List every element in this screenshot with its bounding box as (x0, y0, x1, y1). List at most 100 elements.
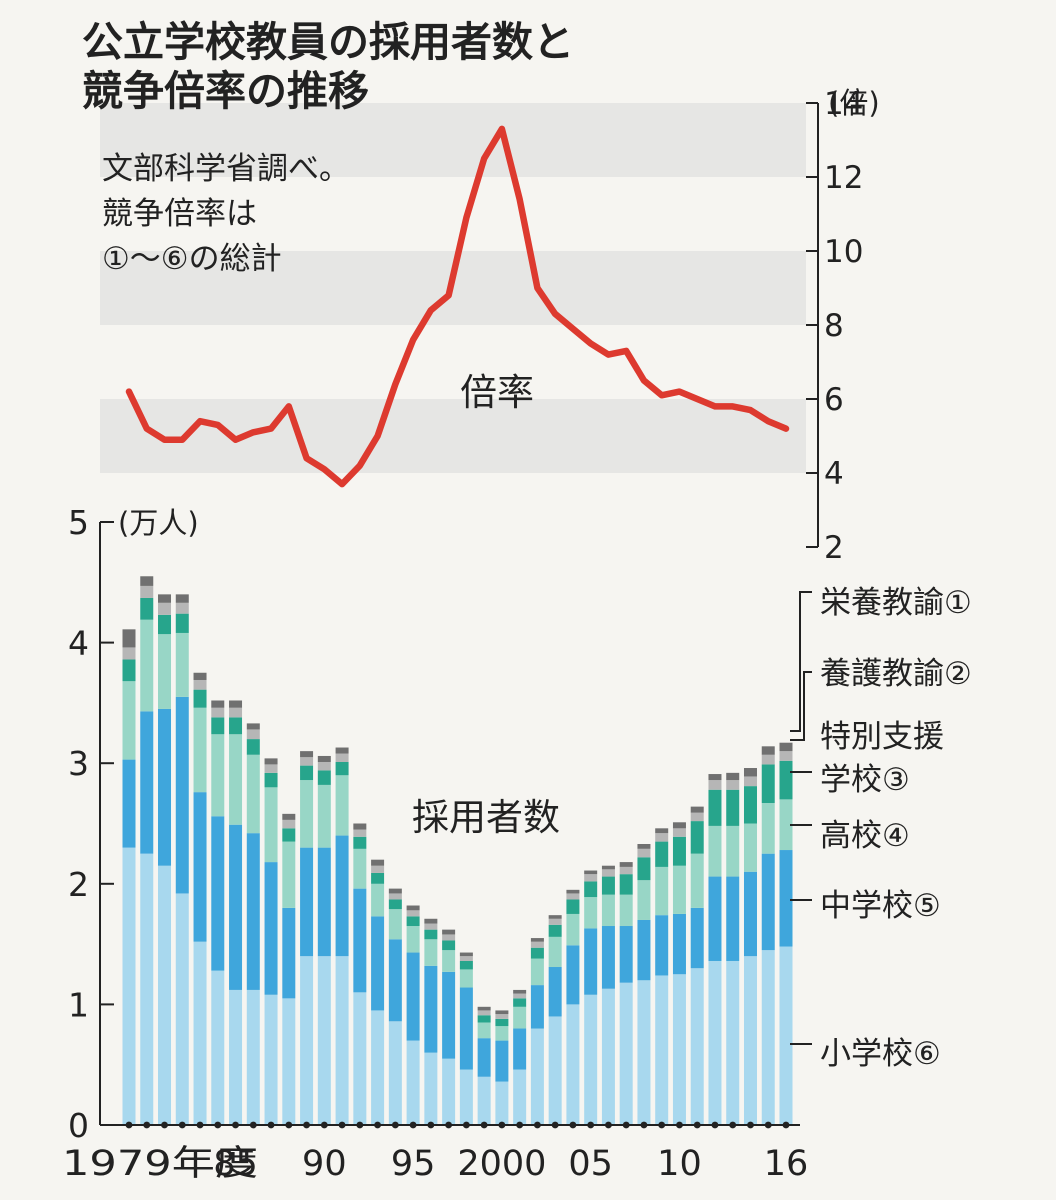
x-axis-year-dot (178, 1121, 186, 1129)
bar-segment (726, 825, 740, 877)
bar-segment (672, 913, 686, 975)
bar-segment (513, 1006, 527, 1029)
bar-segment (513, 1069, 527, 1125)
bar-segment (193, 941, 207, 1125)
bar-segment (690, 968, 704, 1125)
hires-tick-label: 1 (68, 985, 89, 1024)
bar-segment (229, 717, 243, 735)
bar-segment (371, 872, 385, 884)
rate-grid-band (100, 399, 806, 473)
bar-segment (246, 833, 260, 990)
bar-segment (459, 1069, 473, 1125)
bar-segment (317, 956, 331, 1125)
bar-segment (548, 915, 562, 919)
stacked-bars (122, 576, 793, 1125)
bar-segment (122, 759, 136, 848)
bar-segment (513, 989, 527, 994)
bar-segment (424, 939, 438, 966)
bar-segment (388, 888, 402, 894)
bar-segment (424, 923, 438, 930)
bar-segment (495, 1081, 509, 1125)
bar-segment (690, 821, 704, 854)
legend-label: 栄養教諭① (820, 585, 972, 621)
bar-segment (211, 970, 225, 1125)
bar-segment (566, 889, 580, 894)
x-axis-year-dot (320, 1121, 328, 1129)
legend-leader-eiyo (790, 591, 812, 732)
bar-segment (264, 787, 278, 863)
bar-segment (335, 775, 349, 836)
bar-segment (584, 994, 598, 1125)
bar-segment (371, 859, 385, 866)
bar-segment (282, 998, 296, 1125)
x-tick-label: 2000 (457, 1144, 546, 1184)
bar-segment (495, 1010, 509, 1015)
bar-segment (619, 926, 633, 983)
bar-segment (726, 876, 740, 961)
bar-segment (619, 866, 633, 875)
x-axis-year-dot (569, 1121, 577, 1129)
bar-segment (513, 1028, 527, 1070)
bar-segment (353, 829, 367, 837)
x-tick-label: 05 (568, 1144, 613, 1184)
bar-segment (690, 907, 704, 969)
rate-line (125, 125, 790, 488)
x-axis-year-dot (747, 1121, 754, 1129)
bar-segment (601, 926, 615, 989)
x-axis-year-dot (693, 1121, 701, 1129)
bar-segment (388, 899, 402, 910)
bar-segment (193, 792, 207, 942)
bar-segment (708, 774, 722, 781)
bar-segment (495, 1014, 509, 1019)
x-axis-year-dot (640, 1121, 648, 1129)
bar-segment (442, 1058, 456, 1125)
bar-segment (584, 874, 598, 882)
bar-segment (566, 945, 580, 1005)
bar-segment (779, 760, 793, 800)
bar-segment (637, 880, 651, 920)
bar-segment (672, 865, 686, 914)
rate-series-label: 倍率 (460, 371, 534, 414)
bar-segment (477, 1038, 491, 1077)
bar-segment (761, 754, 775, 765)
bar-segment (406, 926, 420, 953)
rate-tick-label: 12 (824, 160, 863, 196)
bar-segment (264, 772, 278, 788)
x-axis-year-dot (391, 1121, 399, 1129)
x-axis-year-dot (605, 1121, 612, 1129)
bar-segment (424, 918, 438, 924)
bar-segment (282, 828, 296, 842)
bar-segment (229, 734, 243, 825)
legend-label: 中学校⑤ (820, 888, 941, 924)
x-tick-label: 10 (657, 1144, 702, 1184)
bar-segment (761, 764, 775, 803)
x-axis-year-dot (516, 1121, 524, 1129)
x-axis-year-dot (462, 1121, 470, 1129)
bar-segment (424, 965, 438, 1053)
rate-tick-label: 8 (824, 308, 844, 344)
bar-segment (175, 632, 189, 697)
bar-segment (743, 871, 757, 957)
bar-segment (548, 1016, 562, 1125)
bar-segment (424, 929, 438, 940)
bar-segment (158, 602, 172, 615)
bar-segment (335, 747, 349, 754)
rate-tick-label: 4 (824, 456, 844, 492)
bar-segment (335, 761, 349, 776)
bar-segment (246, 739, 260, 755)
bar-segment (743, 768, 757, 777)
bar-segment (495, 1040, 509, 1082)
bar-segment (619, 862, 633, 867)
bar-segment (637, 844, 651, 849)
bar-segment (229, 989, 243, 1125)
bar-segment (442, 940, 456, 951)
bar-segment (672, 836, 686, 866)
bar-segment (282, 841, 296, 908)
bar-segment (513, 998, 527, 1007)
x-axis-year-dot (782, 1121, 790, 1129)
bar-segment (353, 823, 367, 830)
legend-label: 特別支援 (820, 719, 944, 755)
bar-segment (335, 956, 349, 1125)
x-axis-year-dot (711, 1121, 719, 1129)
